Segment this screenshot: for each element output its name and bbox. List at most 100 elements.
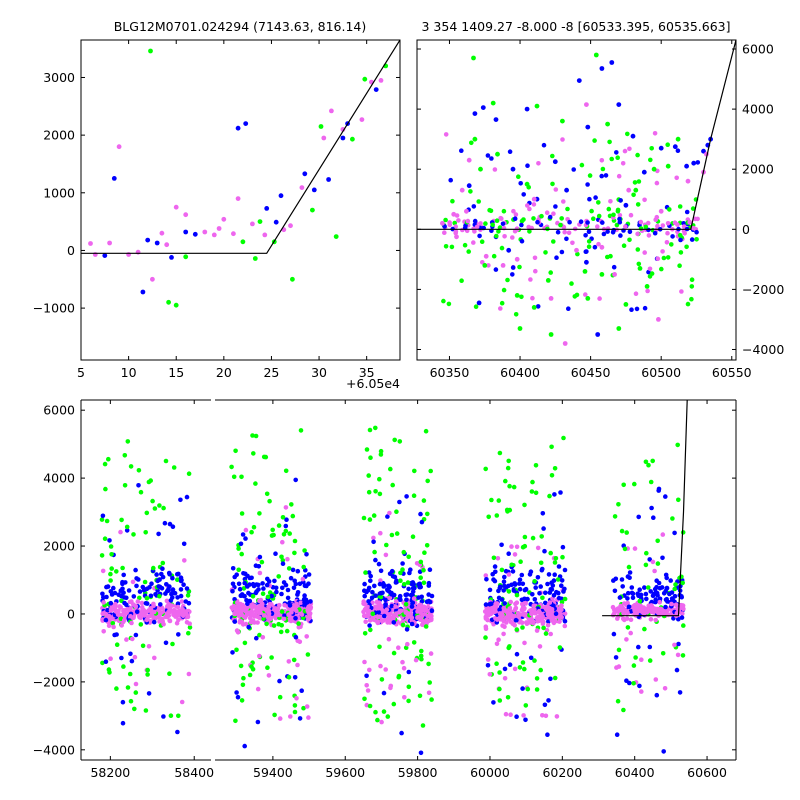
bottom-cluster-0-point [140, 643, 146, 649]
tr-spread-point [485, 153, 491, 158]
bottom-cluster-3-point [483, 466, 489, 472]
tr-y-tick-label: −2000 [742, 282, 784, 297]
bottom-cluster-1-point [286, 566, 292, 571]
bottom-cluster-4-point [655, 606, 661, 612]
bottom-cluster-1-point [300, 576, 306, 582]
bottom-cluster-4-point [636, 644, 641, 650]
bottom-cluster-3-point [485, 663, 491, 668]
tl-series-1-point [173, 302, 179, 308]
bottom-cluster-2-point [410, 586, 416, 591]
bottom-cluster-2-point [396, 645, 401, 650]
bottom-cluster-1-point [264, 491, 270, 497]
top-right-panel: 60350 60400 60450 60500 60550 −4000 −2000 0 2000… [416, 39, 784, 380]
bottom-cluster-0-point [101, 629, 106, 634]
tr-series-2-point [459, 187, 465, 193]
tr-series-1-point [471, 55, 476, 61]
bottom-cluster-3-point [541, 625, 546, 631]
bottom-cluster-3-point [546, 619, 551, 624]
bottom-cluster-0-point [111, 585, 116, 591]
bottom-cluster-1-point [279, 591, 284, 597]
tr-series-2-point [466, 157, 472, 163]
bottom-x-tick-label: 60200 [542, 765, 582, 780]
bottom-cluster-3-point [531, 619, 536, 624]
tl-series-2-point [183, 212, 189, 218]
bottom-cluster-4-point [618, 606, 623, 611]
bottom-cluster-1-point [243, 536, 248, 541]
bottom-cluster-0-point [102, 461, 108, 467]
bottom-y-tick-label: 4000 [43, 471, 75, 486]
tl-series-2-point [299, 185, 305, 191]
tr-spread-point [553, 204, 558, 209]
tr-series-1-point [605, 121, 610, 127]
bottom-cluster-3-point [520, 544, 526, 550]
bottom-cluster-2-point [410, 589, 416, 594]
bottom-cluster-3-point [506, 458, 512, 464]
bottom-cluster-2-point [381, 709, 387, 714]
bottom-cluster-2-point [429, 617, 434, 623]
tr-spread-point [609, 156, 614, 162]
bottom-plot-area-1 [229, 400, 688, 756]
bottom-cluster-1-point [277, 612, 282, 618]
bottom-y-tick-label: 2000 [43, 539, 75, 554]
bottom-cluster-2-point [423, 428, 429, 434]
bottom-cluster-4-point [629, 590, 635, 596]
bottom-cluster-0-point [124, 602, 129, 608]
bottom-cluster-2-point [367, 623, 372, 628]
bottom-cluster-1-point [273, 551, 278, 556]
bottom-cluster-3-point [558, 490, 563, 495]
tr-series-1-point [472, 136, 478, 142]
tr-spread-point [446, 301, 452, 307]
bottom-cluster-0-point [134, 583, 139, 589]
bottom-cluster-4-point [613, 576, 619, 582]
bottom-y-tick-label: −4000 [33, 742, 75, 757]
bottom-cluster-2-point [364, 683, 370, 688]
tr-spread-point [469, 140, 474, 146]
tr-series-0-point [641, 169, 647, 175]
bottom-cluster-1-point [301, 705, 306, 711]
bottom-cluster-4-point [655, 610, 661, 615]
bottom-cluster-4-point [615, 698, 621, 704]
bottom-cluster-3-point [540, 566, 545, 572]
tr-spread-point [649, 271, 655, 276]
bottom-cluster-3-point [525, 686, 531, 692]
bottom-cluster-3-point [494, 513, 500, 518]
bottom-cluster-1-point [261, 454, 267, 460]
bottom-cluster-0-point [144, 596, 150, 601]
bottom-cluster-1-point [296, 625, 302, 630]
bottom-cluster-3-point [497, 611, 503, 616]
bottom-cluster-4-point [622, 546, 628, 552]
bottom-cluster-2-point [378, 452, 384, 457]
bottom-cluster-3-point [523, 601, 528, 606]
tr-series-0-point [691, 160, 697, 166]
bottom-cluster-1-point [298, 600, 304, 605]
bottom-cluster-3-point [499, 597, 505, 602]
bottom-cluster-1-point [249, 529, 254, 535]
tr-series-2-point [626, 187, 632, 193]
bottom-cluster-0-point [104, 584, 109, 590]
bottom-cluster-3-point [502, 666, 508, 672]
tr-series-0-point [623, 202, 629, 208]
tr-spread-point [631, 192, 636, 198]
bottom-cluster-0-point [186, 471, 192, 477]
bottom-cluster-3-point [513, 617, 519, 623]
tl-series-2-point [378, 78, 384, 83]
bottom-cluster-3-point [520, 625, 525, 630]
bottom-cluster-1-point [277, 716, 283, 721]
bottom-cluster-1-point [251, 583, 257, 589]
tr-spread-point [583, 292, 588, 297]
bottom-cluster-2-point [377, 601, 382, 607]
bottom-cluster-2-point [410, 534, 416, 539]
bottom-cluster-3-point [507, 606, 512, 611]
tr-spread-point [649, 146, 654, 151]
bottom-cluster-0-point [151, 619, 157, 625]
bottom-cluster-0-point [143, 601, 149, 606]
bottom-cluster-1-point [304, 552, 309, 557]
bottom-cluster-4-point [664, 596, 669, 602]
bottom-cluster-1-point [239, 474, 244, 480]
tr-band-point [477, 233, 482, 239]
tr-band-point [465, 218, 471, 224]
bottom-cluster-3-point [545, 623, 551, 628]
bottom-cluster-2-point [419, 656, 424, 662]
bottom-cluster-4-point [612, 588, 618, 594]
bottom-cluster-0-point [133, 690, 139, 695]
